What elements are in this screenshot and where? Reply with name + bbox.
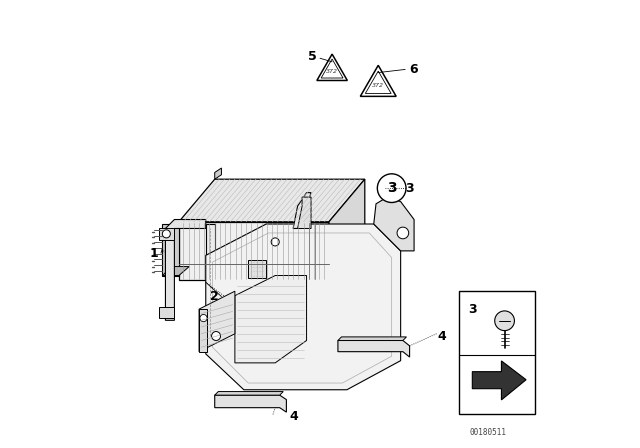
Text: 5: 5 — [308, 49, 316, 63]
Polygon shape — [205, 224, 401, 390]
Polygon shape — [293, 193, 311, 228]
Circle shape — [200, 314, 207, 322]
Polygon shape — [360, 65, 396, 96]
Polygon shape — [316, 244, 333, 248]
Text: 3: 3 — [468, 303, 476, 316]
Circle shape — [397, 227, 409, 239]
Polygon shape — [316, 227, 333, 231]
Circle shape — [495, 311, 515, 331]
Polygon shape — [179, 179, 365, 222]
Polygon shape — [163, 224, 179, 276]
Polygon shape — [163, 267, 189, 276]
Polygon shape — [214, 392, 284, 395]
Polygon shape — [317, 54, 348, 81]
Polygon shape — [214, 168, 221, 179]
Polygon shape — [248, 260, 266, 278]
Polygon shape — [165, 220, 205, 320]
Text: 2: 2 — [211, 290, 219, 303]
Polygon shape — [235, 276, 307, 363]
Polygon shape — [365, 71, 391, 94]
Polygon shape — [338, 337, 406, 340]
Polygon shape — [199, 309, 207, 352]
Polygon shape — [159, 228, 174, 240]
Text: 6: 6 — [410, 63, 418, 76]
Text: 00180511: 00180511 — [470, 428, 506, 437]
Text: 372: 372 — [372, 83, 384, 88]
Text: 3: 3 — [405, 181, 413, 195]
Polygon shape — [214, 395, 287, 412]
Bar — [459, 291, 535, 414]
Polygon shape — [321, 59, 343, 78]
Circle shape — [163, 230, 170, 238]
Text: 1: 1 — [150, 246, 159, 260]
Bar — [316, 231, 328, 244]
Polygon shape — [298, 197, 311, 228]
Polygon shape — [374, 197, 414, 251]
Circle shape — [271, 238, 279, 246]
Text: 4: 4 — [437, 330, 446, 344]
Bar — [316, 248, 328, 261]
Circle shape — [378, 174, 406, 202]
Circle shape — [212, 332, 221, 340]
Text: 372: 372 — [326, 69, 338, 74]
Polygon shape — [159, 307, 174, 318]
Polygon shape — [329, 179, 365, 280]
Polygon shape — [199, 291, 235, 352]
Polygon shape — [472, 361, 526, 400]
Text: 4: 4 — [289, 410, 298, 423]
Text: 3: 3 — [387, 181, 397, 195]
Polygon shape — [179, 222, 329, 280]
Polygon shape — [338, 340, 410, 357]
Polygon shape — [205, 224, 214, 340]
